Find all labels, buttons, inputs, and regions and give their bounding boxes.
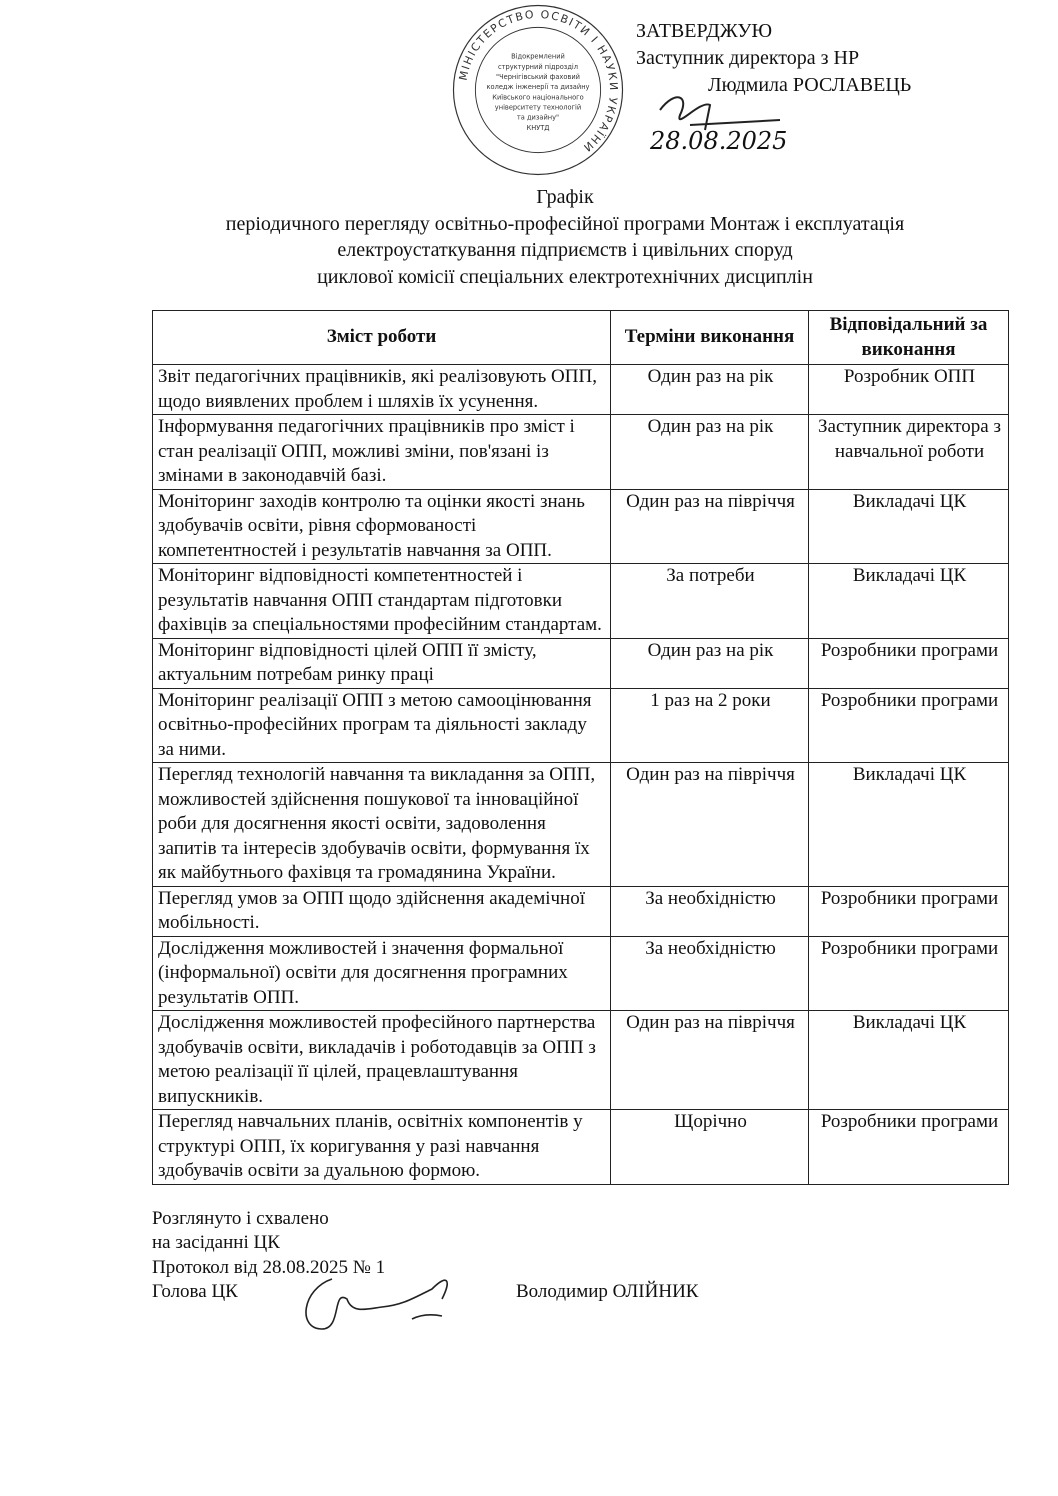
cell-content: Перегляд навчальних планів, освітніх ком… xyxy=(152,1109,611,1185)
cell-content: Моніторинг заходів контролю та оцінки як… xyxy=(152,488,611,564)
footer-line-1: Розглянуто і схвалено xyxy=(152,1207,329,1229)
cell-responsible: Розробник ОПП xyxy=(808,364,1009,415)
cell-terms: Один раз на рік xyxy=(610,637,809,689)
official-stamp: МІНІСТЕРСТВО ОСВІТИ І НАУКИ УКРАЇНИ Відо… xyxy=(452,4,624,176)
cell-content: Перегляд технологій навчання та викладан… xyxy=(152,762,611,887)
table-row: Звіт педагогічних працівників, які реалі… xyxy=(152,364,1009,415)
table-row: Перегляд технологій навчання та викладан… xyxy=(152,762,1009,887)
cell-content: Моніторинг відповідності компетентностей… xyxy=(152,563,611,639)
schedule-table: Зміст роботи Терміни виконання Відповіда… xyxy=(152,310,1009,1185)
table-header-row: Зміст роботи Терміни виконання Відповіда… xyxy=(152,310,1009,365)
cell-terms: 1 раз на 2 роки xyxy=(610,687,809,763)
approval-date: 28.08.2025 xyxy=(650,127,788,155)
document-title: Графік періодичного перегляду освітньо-п… xyxy=(100,184,1030,290)
table-row: Перегляд навчальних планів, освітніх ком… xyxy=(152,1109,1009,1185)
cell-terms: Один раз на рік xyxy=(610,414,809,490)
header-responsible: Відповідальний за виконання xyxy=(808,310,1009,365)
stamp-line: університету технологій xyxy=(495,104,581,112)
header-terms: Терміни виконання xyxy=(610,310,809,365)
chair-signature xyxy=(305,1277,448,1330)
approval-position: Заступник директора з НР xyxy=(636,47,860,69)
cell-responsible: Розробники програми xyxy=(808,687,1009,763)
footer-line-2: на засіданні ЦК xyxy=(152,1232,280,1253)
cell-content: Перегляд умов за ОПП щодо здійснення ака… xyxy=(152,885,611,937)
table-row: Інформування педагогічних працівників пр… xyxy=(152,414,1009,490)
cell-terms: Один раз на півріччя xyxy=(610,1010,809,1110)
title-line-1: періодичного перегляду освітньо-професій… xyxy=(225,212,905,235)
stamp-line: та дизайну" xyxy=(517,114,559,122)
cell-responsible: Розробники програми xyxy=(808,1109,1009,1185)
cell-responsible: Розробники програми xyxy=(808,637,1009,689)
approval-heading: ЗАТВЕРДЖУЮ xyxy=(636,20,773,42)
cell-terms: Один раз на рік xyxy=(610,364,809,415)
table-row: Моніторинг відповідності компетентностей… xyxy=(152,563,1009,639)
title-line-2: електроустаткування підприємств і цивіль… xyxy=(337,239,793,261)
cell-responsible: Викладачі ЦК xyxy=(808,563,1009,639)
table-row: Дослідження можливостей професійного пар… xyxy=(152,1010,1009,1110)
approval-block: ЗАТВЕРДЖУЮ Заступник директора з НР Людм… xyxy=(636,18,911,99)
stamp-line: Київського національного xyxy=(492,93,583,101)
stamp-ring-text: МІНІСТЕРСТВО ОСВІТИ І НАУКИ УКРАЇНИ xyxy=(457,8,619,155)
cell-responsible: Заступник директора з навчальної роботи xyxy=(808,414,1009,490)
cell-content: Звіт педагогічних працівників, які реалі… xyxy=(152,364,611,415)
table-row: Моніторинг заходів контролю та оцінки як… xyxy=(152,488,1009,564)
cell-terms: За необхідністю xyxy=(610,935,809,1011)
approval-name: Людмила РОСЛАВЕЦЬ xyxy=(708,74,912,96)
table-row: Моніторинг відповідності цілей ОПП її зм… xyxy=(152,637,1009,689)
document-body: Зміст роботи Терміни виконання Відповіда… xyxy=(152,310,1009,1330)
cell-terms: Один раз на півріччя xyxy=(610,762,809,887)
cell-content: Дослідження можливостей професійного пар… xyxy=(152,1010,611,1110)
svg-text:МІНІСТЕРСТВО ОСВІТИ І НАУКИ УК: МІНІСТЕРСТВО ОСВІТИ І НАУКИ УКРАЇНИ xyxy=(457,8,621,155)
cell-terms: Щорічно xyxy=(610,1109,809,1185)
footer-protocol: Протокол від 28.08.2025 № 1 xyxy=(152,1256,386,1278)
cell-terms: Один раз на півріччя xyxy=(610,488,809,564)
cell-responsible: Викладачі ЦК xyxy=(808,762,1009,887)
table-row: Дослідження можливостей і значення форма… xyxy=(152,935,1009,1011)
footer-chair-label: Голова ЦК xyxy=(152,1281,238,1302)
cell-responsible: Викладачі ЦК xyxy=(808,1010,1009,1110)
cell-responsible: Викладачі ЦК xyxy=(808,488,1009,564)
stamp-line: структурний підрозділ xyxy=(498,63,578,71)
cell-content: Моніторинг відповідності цілей ОПП її зм… xyxy=(152,637,611,689)
stamp-line: "Чернігівський фаховий xyxy=(496,73,580,81)
table-row: Моніторинг реалізації ОПП з метою самооц… xyxy=(152,687,1009,763)
title-heading: Графік xyxy=(536,186,594,208)
stamp-line: Відокремлений xyxy=(511,53,565,61)
approval-signature xyxy=(659,96,781,131)
cell-content: Моніторинг реалізації ОПП з метою самооц… xyxy=(152,687,611,763)
footer-block: Розглянуто і схвалено на засіданні ЦК Пр… xyxy=(152,1207,1008,1330)
stamp-line: КНУТД xyxy=(527,124,550,132)
table-row: Перегляд умов за ОПП щодо здійснення ака… xyxy=(152,885,1009,937)
cell-terms: За необхідністю xyxy=(610,885,809,937)
cell-content: Дослідження можливостей і значення форма… xyxy=(152,935,611,1011)
cell-terms: За потреби xyxy=(610,563,809,639)
footer-chair-line: Голова ЦК Володимир ОЛІЙНИК xyxy=(152,1280,1008,1305)
stamp-line: коледж інженерії та дизайну xyxy=(487,83,590,91)
cell-responsible: Розробники програми xyxy=(808,935,1009,1011)
header-content: Зміст роботи xyxy=(152,310,611,365)
cell-content: Інформування педагогічних працівників пр… xyxy=(152,414,611,490)
cell-responsible: Розробники програми xyxy=(808,885,1009,937)
title-line-3: циклової комісії спеціальних електротехн… xyxy=(317,265,813,288)
chair-name: Володимир ОЛІЙНИК xyxy=(516,1281,699,1302)
